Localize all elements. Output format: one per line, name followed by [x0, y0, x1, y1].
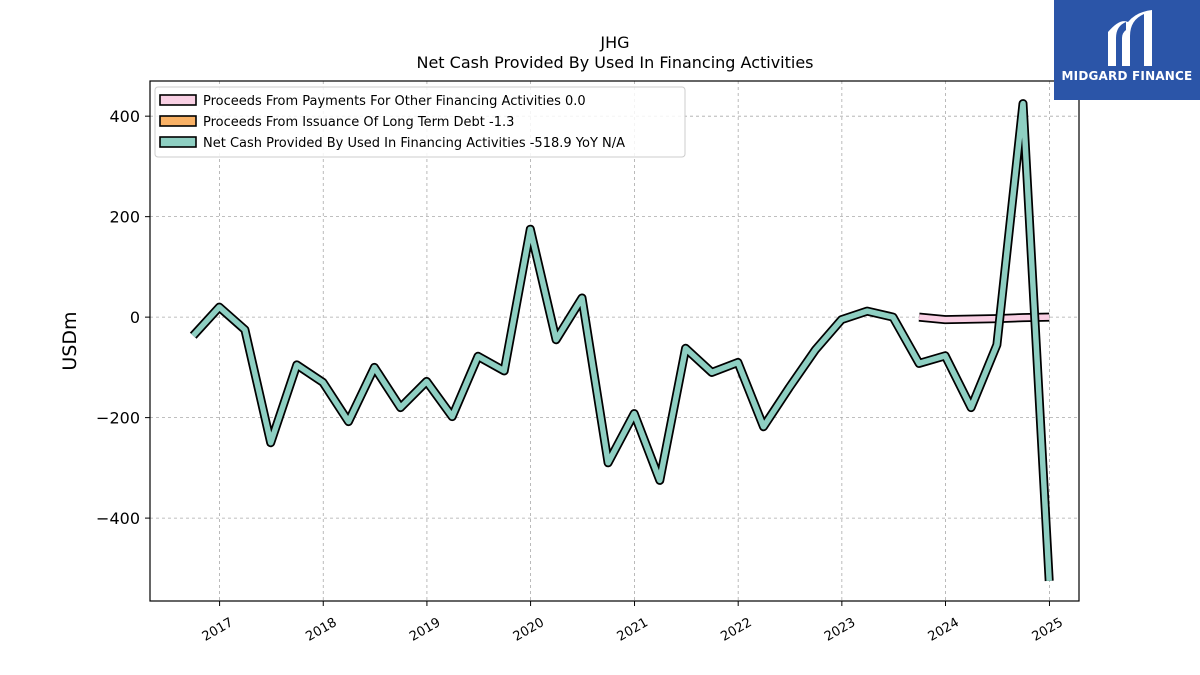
legend-label-net_cash: Net Cash Provided By Used In Financing A… [203, 136, 625, 151]
brand-logo: MIDGARD FINANCE [1054, 0, 1200, 100]
grid [150, 81, 1079, 601]
y-tick-label: −400 [96, 509, 140, 528]
x-tick-label: 2017 [200, 615, 236, 645]
legend-swatch-net_cash [159, 136, 197, 148]
chart-title: JHG [599, 33, 629, 52]
y-axis-label: USDm [59, 311, 81, 370]
y-tick-label: 200 [109, 208, 140, 227]
legend-swatch-other_financing [159, 94, 197, 106]
series-outline [189, 99, 1054, 582]
x-tick-label: 2018 [303, 615, 339, 645]
y-axis: 400 200 0 −200 −400 [96, 107, 150, 528]
legend-frame [154, 86, 686, 158]
legend-label-other_financing: Proceeds From Payments For Other Financi… [203, 94, 586, 109]
logo-text: MIDGARD FINANCE [1061, 69, 1193, 83]
series-line [191, 100, 1052, 582]
series-line [918, 314, 1050, 323]
x-tick-label: 2020 [511, 615, 547, 645]
series-net_cash [189, 99, 1054, 582]
plot-frame [149, 80, 1080, 602]
x-axis: 2017 2018 2019 2020 2021 2022 2023 2024 2025 [200, 601, 1066, 645]
x-tick-label: 2021 [615, 615, 651, 645]
x-tick-label: 2019 [407, 615, 443, 645]
series-other_financing [918, 312, 1050, 325]
x-tick-label: 2025 [1030, 615, 1066, 645]
chart-subtitle: Net Cash Provided By Used In Financing A… [416, 53, 813, 72]
y-tick-label: 0 [130, 308, 140, 327]
x-tick-label: 2023 [822, 615, 858, 645]
legend-label-long_term_debt: Proceeds From Issuance Of Long Term Debt… [203, 115, 514, 130]
x-tick-label: 2024 [926, 615, 962, 645]
logo-m-icon [1108, 10, 1152, 66]
legend-swatch-long_term_debt [159, 115, 197, 127]
y-tick-label: −200 [96, 409, 140, 428]
series-layer [189, 99, 1054, 582]
y-tick-label: 400 [109, 107, 140, 126]
legend: Proceeds From Payments For Other Financi… [154, 86, 686, 158]
x-tick-label: 2022 [718, 615, 754, 645]
